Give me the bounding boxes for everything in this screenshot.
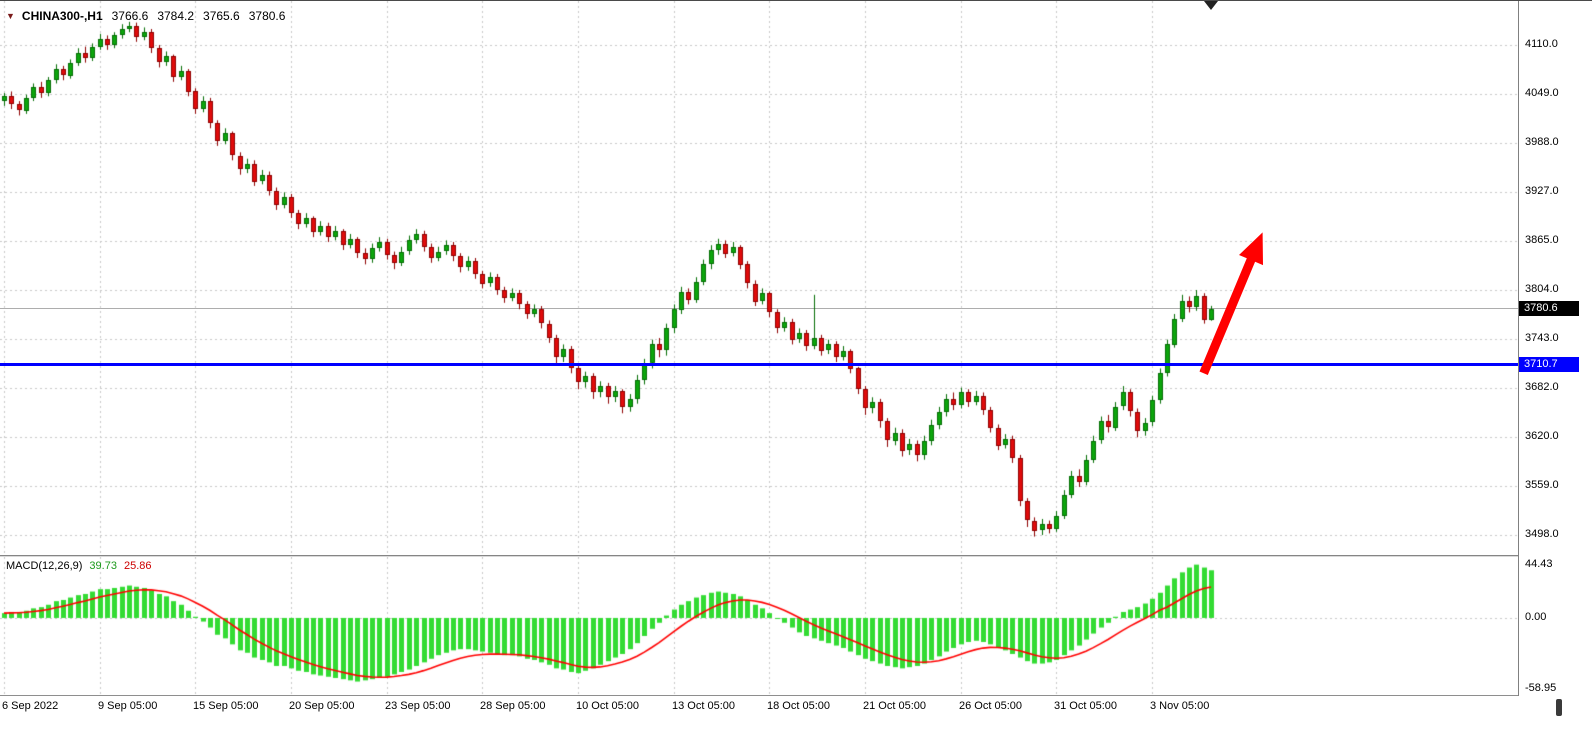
price-axis-label: 3865.0 (1525, 234, 1559, 247)
time-axis-label: 28 Sep 05:00 (480, 700, 546, 712)
time-axis[interactable]: 6 Sep 2022 9 Sep 05:00 15 Sep 05:00 20 Sep … (0, 696, 1518, 720)
time-axis-separator (0, 695, 1592, 696)
price-axis-label: 3498.0 (1525, 527, 1559, 540)
price-chart-canvas[interactable] (0, 1, 1518, 555)
ohlc-header: ▼ CHINA300-,H1 3766.6 3784.2 3765.6 3780… (6, 9, 285, 23)
one-click-trading-toggle-icon[interactable]: ▼ (6, 11, 15, 21)
macd-signal-value: 25.86 (123, 560, 152, 572)
macd-header: MACD(12,26,9) 39.73 25.86 (6, 560, 151, 572)
time-axis-label: 15 Sep 05:00 (193, 700, 259, 712)
macd-main-value: 39.73 (89, 560, 117, 572)
price-axis-label: 3682.0 (1525, 380, 1559, 393)
time-axis-label: 10 Oct 05:00 (576, 700, 639, 712)
trend-arrow-layer (1199, 232, 1264, 375)
price-axis-label: 3988.0 (1525, 135, 1559, 148)
time-axis-label: 21 Oct 05:00 (863, 700, 926, 712)
price-axis-label: 4049.0 (1525, 86, 1559, 99)
horizontal-line-object-tag: 3710.7 (1519, 357, 1579, 373)
price-axis-label: 3743.0 (1525, 331, 1559, 344)
price-axis-label: 3804.0 (1525, 283, 1559, 295)
time-axis-label: 23 Sep 05:00 (385, 700, 451, 712)
ohlc-low: 3765.6 (203, 9, 240, 23)
trend-arrow-object[interactable] (1199, 232, 1264, 375)
pane-separator[interactable] (0, 555, 1592, 557)
macd-indicator-label: MACD(12,26,9) (6, 560, 83, 572)
scroll-grip[interactable] (1556, 699, 1562, 716)
time-axis-label: 20 Sep 05:00 (289, 700, 355, 712)
price-axis-label: 4110.0 (1525, 38, 1558, 51)
time-axis-label: 6 Sep 2022 (2, 700, 59, 712)
time-axis-label: 26 Oct 05:00 (959, 700, 1022, 712)
time-axis-label: 31 Oct 05:00 (1054, 700, 1117, 712)
macd-axis-label: 0.00 (1525, 610, 1547, 623)
macd-axis-label: 44.43 (1525, 557, 1553, 570)
symbol-period-label: CHINA300-,H1 (21, 9, 103, 23)
price-axis-label: 3559.0 (1525, 479, 1559, 492)
price-axis-label: 3927.0 (1525, 184, 1559, 197)
time-axis-label: 18 Oct 05:00 (767, 700, 830, 712)
ohlc-high: 3784.2 (157, 9, 195, 23)
ohlc-close: 3780.6 (248, 9, 286, 23)
time-axis-label: 3 Nov 05:00 (1150, 700, 1210, 712)
last-price-line-tag: 3780.6 (1519, 301, 1579, 317)
macd-canvas[interactable] (0, 557, 1518, 695)
horizontal-line-object[interactable] (0, 363, 1518, 367)
ohlc-open: 3766.6 (111, 9, 149, 23)
macd-axis-label: -58.95 (1525, 681, 1557, 694)
price-axis-label: 3620.0 (1525, 430, 1559, 443)
price-axis[interactable]: 4110.0 4049.0 3988.0 3927.0 3865.0 3804.0 3743… (1518, 1, 1592, 696)
time-axis-label: 9 Sep 05:00 (98, 700, 158, 712)
chart-shift-marker[interactable] (1204, 1, 1218, 10)
time-axis-label: 13 Oct 05:00 (672, 700, 735, 712)
